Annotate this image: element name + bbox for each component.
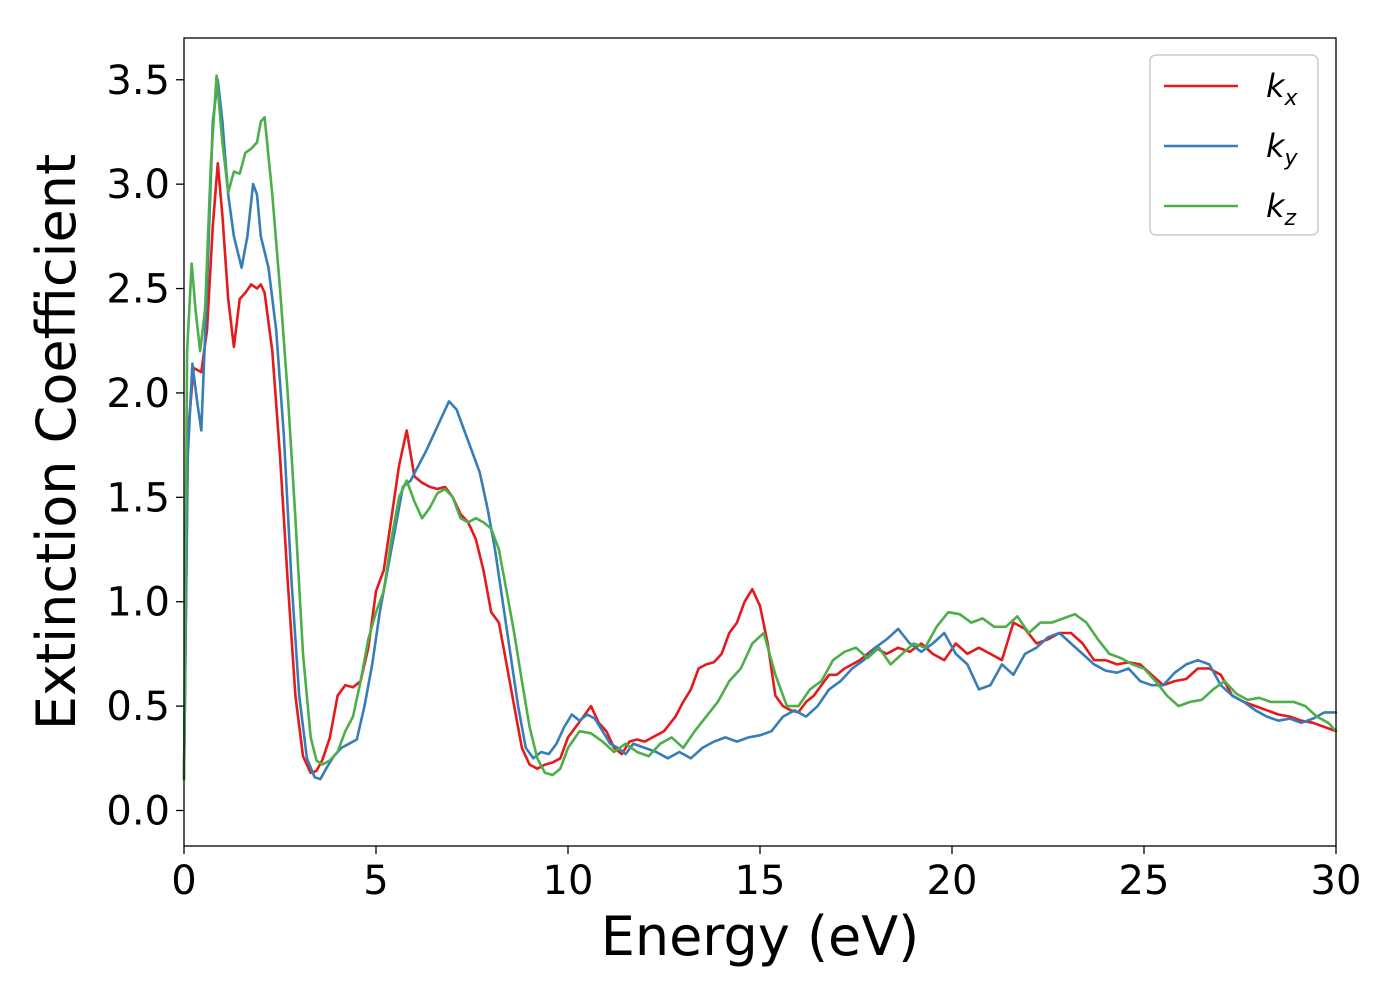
y-axis-ticks: 0.0 0.5 1.0 1.5 2.0 2.5 3.0 3.5: [106, 58, 184, 835]
y-tick-label: 3.5: [106, 58, 170, 104]
y-tick-label: 2.5: [106, 267, 170, 313]
y-tick-label: 1.0: [106, 580, 170, 626]
plot-background: [184, 38, 1336, 846]
x-tick-label: 15: [735, 858, 786, 904]
series-line-x: [182, 162, 1338, 781]
x-tick-label: 25: [1119, 858, 1170, 904]
series-layer: [182, 74, 1338, 781]
legend-label-x: kx: [1266, 67, 1299, 111]
y-tick-label: 1.5: [106, 475, 170, 521]
y-tick-label: 3.0: [106, 162, 170, 208]
y-tick-label: 2.0: [106, 371, 170, 417]
y-tick-label: 0.5: [106, 684, 170, 730]
x-axis-ticks: 0 5 10 15 20 25 30: [171, 846, 1361, 904]
x-tick-label: 20: [927, 858, 978, 904]
legend-label-y: ky: [1266, 127, 1299, 171]
legend-label-z: kz: [1266, 187, 1297, 231]
series-line-z: [182, 74, 1338, 781]
x-tick-label: 10: [543, 858, 594, 904]
x-axis-title: Energy (eV): [601, 905, 920, 968]
legend: kx ky kz: [1149, 54, 1319, 236]
legend-entries: kx ky kz: [1164, 67, 1299, 231]
x-tick-label: 30: [1311, 858, 1362, 904]
series-line-y: [182, 78, 1338, 781]
x-tick-label: 0: [171, 858, 196, 904]
y-axis-title: Extinction Coefficient: [25, 154, 88, 730]
y-tick-label: 0.0: [106, 789, 170, 835]
x-tick-label: 5: [363, 858, 388, 904]
